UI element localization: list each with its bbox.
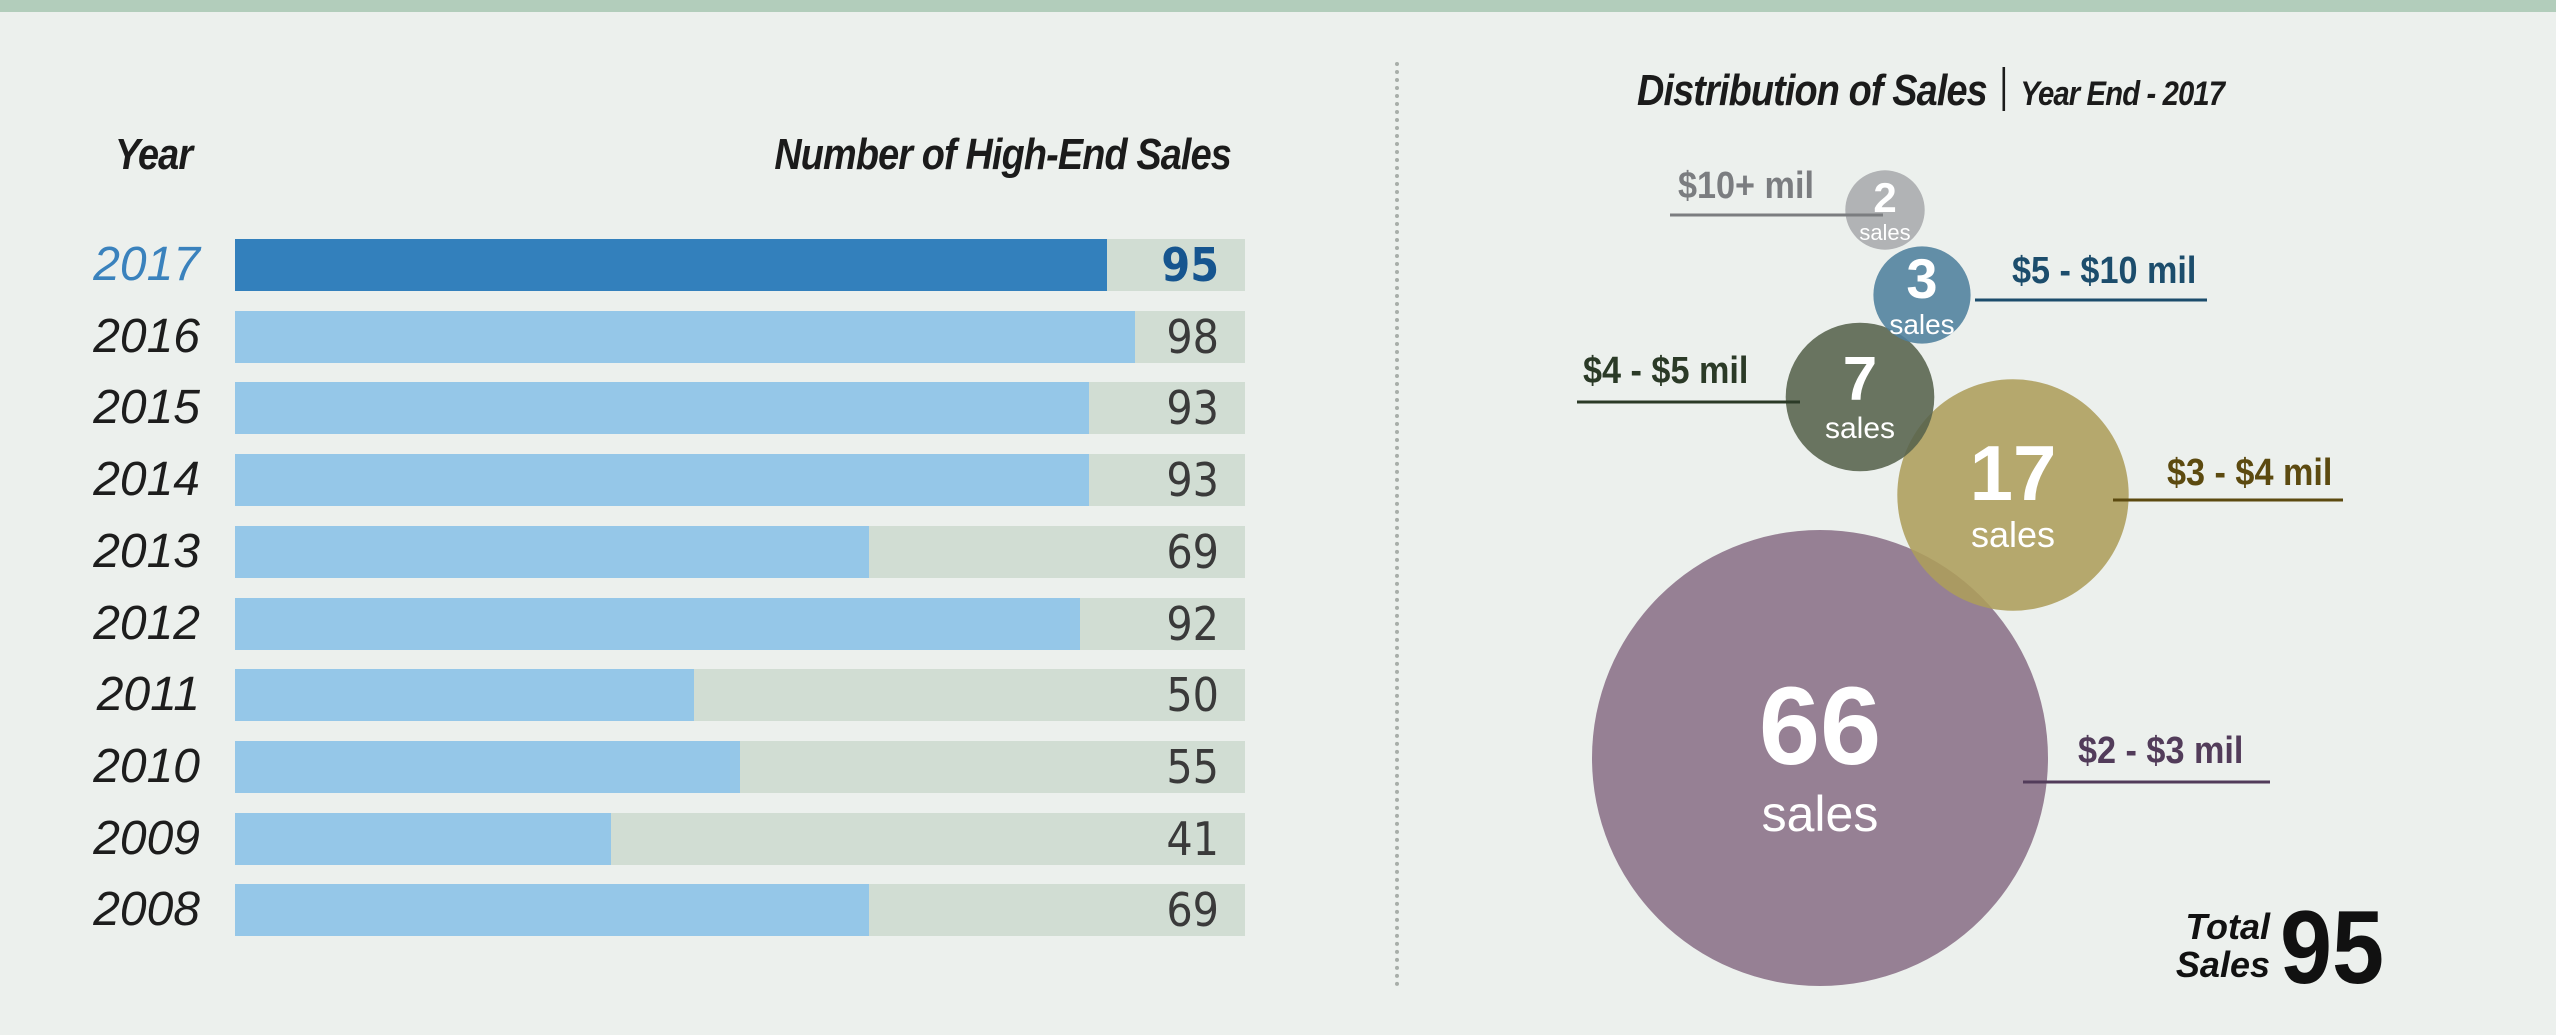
bar-track: 98 bbox=[235, 309, 1245, 364]
bar-value-label: 50 bbox=[1166, 668, 1219, 723]
total-sales-value: 95 bbox=[2280, 890, 2385, 1006]
bar-value-label: 69 bbox=[1166, 524, 1219, 579]
bar-row-2009: 2009 41 bbox=[0, 811, 1260, 866]
bar-value-label: 69 bbox=[1166, 883, 1219, 938]
bar-track: 41 bbox=[235, 811, 1245, 866]
bar-2012 bbox=[235, 597, 1080, 650]
year-label: 2014 bbox=[93, 453, 200, 507]
year-label: 2011 bbox=[96, 668, 200, 722]
bubble-unit-label: sales bbox=[1970, 513, 2056, 555]
year-label: 2016 bbox=[93, 309, 200, 363]
bubble-2 bbox=[1845, 170, 1925, 250]
bubble-range-label: $3 - $4 mil bbox=[2167, 452, 2333, 494]
bar-value-label: 93 bbox=[1166, 381, 1219, 436]
bubble-unit-label: sales bbox=[1761, 785, 1879, 842]
bar-chart: 2017 95 2016 98 2015 93 2014 93 2013 69 2012 92 2011… bbox=[0, 0, 1300, 1000]
bar-2011 bbox=[235, 669, 694, 722]
bar-2016 bbox=[235, 310, 1135, 363]
year-label: 2012 bbox=[93, 596, 200, 650]
bar-track: 69 bbox=[235, 524, 1245, 579]
bar-value-label: 95 bbox=[1161, 238, 1219, 292]
bar-row-2008: 2008 69 bbox=[0, 883, 1260, 938]
bar-track: 95 bbox=[235, 239, 1245, 291]
bar-value-label: 41 bbox=[1166, 811, 1219, 866]
bubble-7 bbox=[1785, 322, 1935, 472]
bar-track: 92 bbox=[235, 596, 1245, 651]
bar-value-label: 98 bbox=[1166, 309, 1219, 364]
bar-value-label: 93 bbox=[1166, 453, 1219, 508]
bubble-count: 66 bbox=[1758, 665, 1882, 789]
distribution-title-main: Distribution of Sales bbox=[1637, 66, 1988, 115]
year-label: 2013 bbox=[93, 524, 200, 578]
bubble-17 bbox=[1897, 379, 2129, 611]
year-column-header: Year bbox=[115, 130, 193, 179]
year-label: 2009 bbox=[93, 811, 200, 865]
bubble-3 bbox=[1873, 246, 1971, 344]
bubble-unit-label: sales bbox=[1859, 219, 1911, 245]
total-label-line1: Total bbox=[2185, 906, 2270, 947]
bar-2013 bbox=[235, 525, 869, 578]
bubble-range-label: $10+ mil bbox=[1678, 165, 1814, 207]
bubble-range-label: $2 - $3 mil bbox=[2078, 730, 2244, 772]
bar-row-2015: 2015 93 bbox=[0, 381, 1260, 436]
bubble-count: 17 bbox=[1969, 429, 2057, 518]
section-divider bbox=[1395, 62, 1399, 987]
bubble-count: 2 bbox=[1873, 174, 1897, 222]
top-accent-strip bbox=[0, 0, 2556, 12]
bar-track: 69 bbox=[235, 883, 1245, 938]
bar-row-2017: 2017 95 bbox=[0, 239, 1260, 291]
bubble-unit-label: sales bbox=[1824, 412, 1896, 446]
bar-2015 bbox=[235, 382, 1089, 435]
title-separator bbox=[2002, 67, 2005, 111]
bubble-range-label: $5 - $10 mil bbox=[2012, 250, 2197, 292]
distribution-subtitle: Year End - 2017 bbox=[2020, 75, 2225, 113]
bubble-66 bbox=[1592, 530, 2048, 986]
bar-track: 93 bbox=[235, 381, 1245, 436]
bar-row-2014: 2014 93 bbox=[0, 453, 1260, 508]
total-sales-label: Total Sales bbox=[2170, 908, 2270, 984]
bubble-count: 3 bbox=[1906, 247, 1938, 311]
year-label: 2008 bbox=[93, 883, 200, 937]
bar-2008 bbox=[235, 884, 869, 937]
bar-2010 bbox=[235, 740, 740, 793]
bar-row-2016: 2016 98 bbox=[0, 309, 1260, 364]
bar-row-2013: 2013 69 bbox=[0, 524, 1260, 579]
bar-2017 bbox=[235, 239, 1107, 291]
bar-2014 bbox=[235, 454, 1089, 507]
bar-value-label: 55 bbox=[1166, 739, 1219, 794]
bar-value-label: 92 bbox=[1166, 596, 1219, 651]
bar-track: 50 bbox=[235, 668, 1245, 723]
bar-row-2012: 2012 92 bbox=[0, 596, 1260, 651]
bubble-unit-label: sales bbox=[1889, 308, 1955, 340]
bar-track: 93 bbox=[235, 453, 1245, 508]
bar-row-2010: 2010 55 bbox=[0, 739, 1260, 794]
bubble-range-label: $4 - $5 mil bbox=[1583, 350, 1749, 392]
year-label: 2017 bbox=[93, 238, 200, 291]
bar-row-2011: 2011 50 bbox=[0, 668, 1260, 723]
total-label-line2: Sales bbox=[2175, 944, 2270, 985]
year-label: 2015 bbox=[93, 381, 200, 435]
distribution-title: Distribution of Sales Year End - 2017 bbox=[1637, 66, 2225, 116]
bar-2009 bbox=[235, 812, 611, 865]
bubble-count: 7 bbox=[1842, 344, 1878, 414]
year-label: 2010 bbox=[93, 739, 200, 793]
bar-track: 55 bbox=[235, 739, 1245, 794]
sales-column-header: Number of High-End Sales bbox=[774, 130, 1231, 179]
